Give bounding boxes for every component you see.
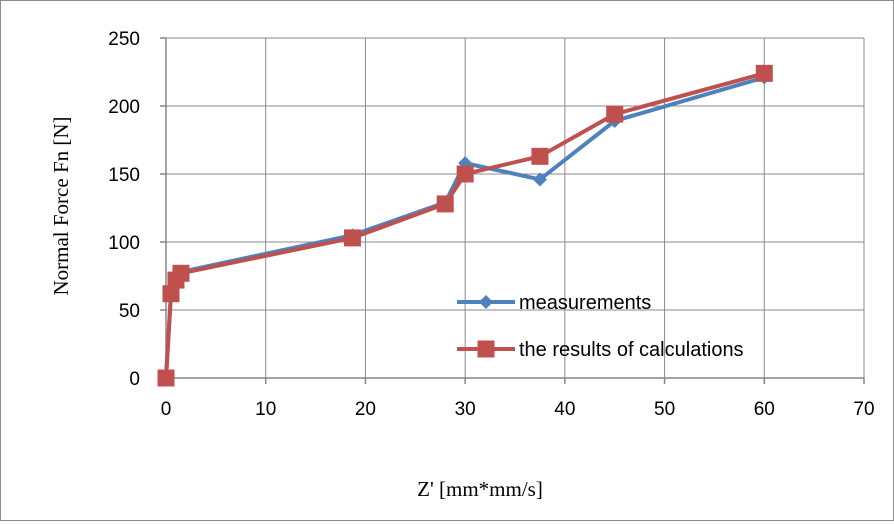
legend-label: the results of calculations (519, 339, 744, 361)
y-tick-label: 200 (108, 97, 140, 118)
data-point (343, 229, 361, 247)
x-tick-label: 60 (754, 399, 775, 420)
series (157, 64, 773, 387)
data-point (606, 105, 624, 123)
data-point (157, 369, 175, 387)
y-tick-label: 250 (108, 29, 140, 50)
legend-marker (479, 295, 493, 309)
y-tick-label: 150 (108, 165, 140, 186)
y-tick-label: 0 (129, 369, 140, 390)
data-point (531, 147, 549, 165)
y-tick-label: 100 (108, 233, 140, 254)
y-axis-title: Normal Force Fn [N] (49, 116, 73, 295)
series-1 (157, 64, 773, 387)
legend-entry: the results of calculations (457, 339, 744, 361)
data-point (172, 264, 190, 282)
data-point (162, 285, 180, 303)
x-tick-label: 50 (654, 399, 675, 420)
x-tick-label: 40 (554, 399, 575, 420)
legend-label: measurements (519, 292, 651, 314)
grid (165, 37, 865, 379)
x-tick-label: 70 (853, 399, 874, 420)
data-point (456, 165, 474, 183)
data-point (755, 64, 773, 82)
x-tick-label: 30 (455, 399, 476, 420)
legend: measurements the results of calculations (457, 292, 744, 361)
y-tick-label: 50 (119, 301, 140, 322)
tick-labels: 0 50 100 150 200 250 0 10 20 30 40 50 60 70 (108, 29, 874, 420)
x-axis-title: Z' [mm*mm/s] (417, 477, 543, 501)
legend-marker (477, 340, 495, 358)
legend-entry: measurements (457, 292, 651, 314)
data-point (532, 172, 547, 187)
x-tick-label: 0 (161, 399, 172, 420)
x-tick-label: 20 (355, 399, 376, 420)
x-tick-label: 10 (255, 399, 276, 420)
data-point (436, 195, 454, 213)
